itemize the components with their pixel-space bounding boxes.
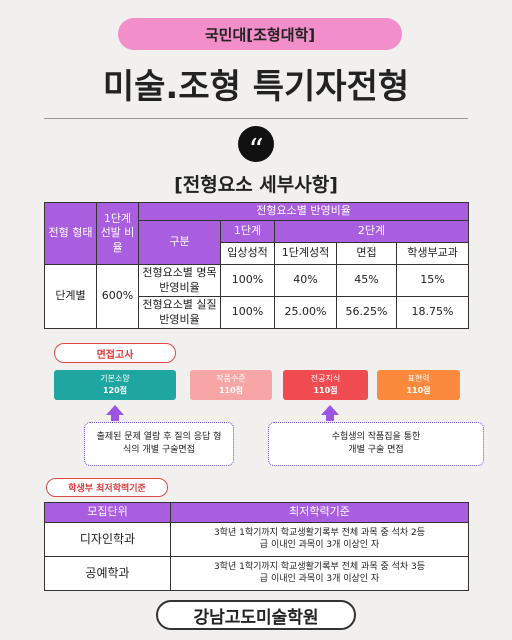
cell: 1단계 선발 비율 xyxy=(96,202,139,265)
box-score: 110점 xyxy=(406,386,431,395)
cell: 1단계성적 xyxy=(274,242,337,265)
cell: 면접 xyxy=(336,242,397,265)
score-box: 기본소양 120점 xyxy=(54,370,176,400)
cell: 전형요소별 명목 반영비율 xyxy=(138,264,221,297)
cell: 단계별 xyxy=(44,264,97,329)
cell: 전형요소별 반영비율 xyxy=(137,202,470,221)
box-label: 표현력 xyxy=(407,374,430,383)
box-score: 110점 xyxy=(218,386,244,395)
box-label: 기본소양 xyxy=(100,374,130,383)
cell: 18.75% xyxy=(395,296,470,329)
cell: 입상성적 xyxy=(220,242,275,265)
cell: 100% xyxy=(220,296,275,329)
cell: 전형 형태 xyxy=(44,202,97,265)
section-title: [전형요소 세부사항] xyxy=(174,173,338,196)
score-box: 전공지식 110점 xyxy=(283,370,368,400)
cell: 최저학력기준 xyxy=(170,502,469,523)
box-label: 작품수준 xyxy=(216,374,246,383)
footer: 강남고도미술학원 xyxy=(156,600,356,630)
box-label: 전공지식 xyxy=(310,374,341,383)
minimum-label: 학생부 최저학력기준 xyxy=(46,478,168,497)
cell: 디자인학과 xyxy=(44,522,171,557)
arrow xyxy=(111,415,119,421)
cell: 전형요소별 실질 반영비율 xyxy=(138,296,221,329)
cell: 15% xyxy=(395,264,470,297)
interview-label: 면접고사 xyxy=(54,343,176,363)
note: 수험생의 작품집을 통한 개별 구술 면접 xyxy=(268,422,484,466)
ratio-table: 전형 형태 1단계 선발 비율 전형요소별 반영비율 구분 1단계 2단계 입상성적 1단… xyxy=(44,202,470,329)
quote-icon: “ xyxy=(238,126,274,168)
score-box: 작품수준 110점 xyxy=(190,370,272,400)
cell: 모집단위 xyxy=(44,502,171,523)
arrow xyxy=(326,415,334,421)
cell: 40% xyxy=(274,264,337,297)
cell: 1단계 xyxy=(220,220,275,243)
note: 출제된 문제 열람 후 질의 응답 형식의 개별 구술면접 xyxy=(84,422,234,466)
cell: 3학년 1학기까지 학교생활기록부 전체 과목 중 석차 2등급 이내인 과목이… xyxy=(170,522,469,557)
score-box: 표현력 110점 xyxy=(377,370,460,400)
minimum-table: 모집단위 최저학력기준 디자인학과 3학년 1학기까지 학교생활기록부 전체 과목 … xyxy=(44,502,469,591)
cell: 공예학과 xyxy=(44,556,171,591)
arrow xyxy=(321,405,339,415)
title: 미술.조형 특기자전형 xyxy=(102,66,410,107)
badge: 국민대[조형대학] xyxy=(118,18,402,50)
cell: 45% xyxy=(336,264,397,297)
cell: 56.25% xyxy=(336,296,397,329)
cell: 600% xyxy=(96,264,139,329)
arrow xyxy=(106,405,124,415)
cell: 학생부교과 xyxy=(395,242,470,265)
cell: 3학년 1학기까지 학교생활기록부 전체 과목 중 석차 3등급 이내인 과목이… xyxy=(170,556,469,591)
cell: 2단계 xyxy=(273,220,470,243)
box-score: 110점 xyxy=(313,386,338,395)
cell: 25.00% xyxy=(274,296,337,329)
box-score: 120점 xyxy=(102,386,128,395)
divider xyxy=(44,118,468,119)
cell: 100% xyxy=(220,264,275,297)
cell: 구분 xyxy=(138,220,221,265)
